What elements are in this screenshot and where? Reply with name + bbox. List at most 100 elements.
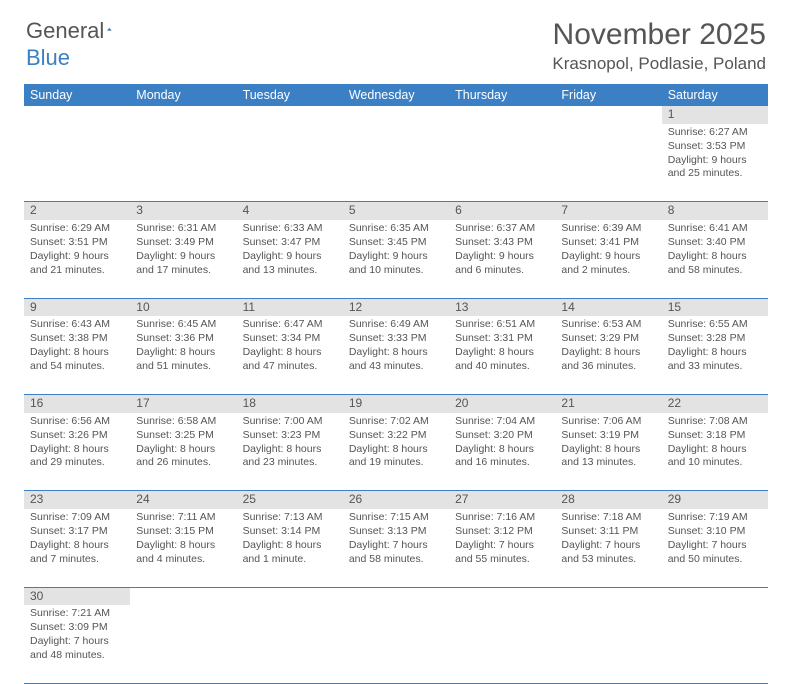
- day-content-cell: [449, 124, 555, 202]
- day-number-cell: [449, 106, 555, 124]
- day-content-cell: Sunrise: 6:33 AMSunset: 3:47 PMDaylight:…: [237, 220, 343, 298]
- month-title: November 2025: [552, 18, 766, 52]
- sunrise-text: Sunrise: 6:27 AM: [668, 126, 762, 140]
- day-content-cell: Sunrise: 6:27 AMSunset: 3:53 PMDaylight:…: [662, 124, 768, 202]
- day-header: Sunday: [24, 84, 130, 106]
- day-number-cell: [662, 587, 768, 605]
- day-content-cell: Sunrise: 6:43 AMSunset: 3:38 PMDaylight:…: [24, 316, 130, 394]
- sunrise-text: Sunrise: 6:31 AM: [136, 222, 230, 236]
- daynum-row: 9101112131415: [24, 298, 768, 316]
- day-content-cell: [343, 124, 449, 202]
- day-number-cell: [130, 587, 236, 605]
- day-content-cell: Sunrise: 6:53 AMSunset: 3:29 PMDaylight:…: [555, 316, 661, 394]
- sunset-text: Sunset: 3:47 PM: [243, 236, 337, 250]
- day-content-cell: [237, 124, 343, 202]
- day-content-cell: [24, 124, 130, 202]
- daylight-text: Daylight: 7 hours and 55 minutes.: [455, 539, 549, 567]
- sunrise-text: Sunrise: 6:58 AM: [136, 415, 230, 429]
- sunrise-text: Sunrise: 6:56 AM: [30, 415, 124, 429]
- day-content-cell: Sunrise: 6:41 AMSunset: 3:40 PMDaylight:…: [662, 220, 768, 298]
- sunset-text: Sunset: 3:25 PM: [136, 429, 230, 443]
- sunrise-text: Sunrise: 7:21 AM: [30, 607, 124, 621]
- daylight-text: Daylight: 7 hours and 58 minutes.: [349, 539, 443, 567]
- day-number-cell: [24, 106, 130, 124]
- day-number-cell: [555, 587, 661, 605]
- day-number-cell: 29: [662, 491, 768, 509]
- sunrise-text: Sunrise: 6:39 AM: [561, 222, 655, 236]
- day-content-cell: [555, 124, 661, 202]
- sunrise-text: Sunrise: 7:18 AM: [561, 511, 655, 525]
- logo: General: [26, 18, 133, 44]
- sunrise-text: Sunrise: 7:00 AM: [243, 415, 337, 429]
- day-number-cell: 7: [555, 202, 661, 220]
- day-number-cell: 24: [130, 491, 236, 509]
- sunset-text: Sunset: 3:53 PM: [668, 140, 762, 154]
- daylight-text: Daylight: 8 hours and 4 minutes.: [136, 539, 230, 567]
- day-number-cell: 10: [130, 298, 236, 316]
- daylight-text: Daylight: 8 hours and 47 minutes.: [243, 346, 337, 374]
- day-content-cell: Sunrise: 7:00 AMSunset: 3:23 PMDaylight:…: [237, 413, 343, 491]
- day-header-row: SundayMondayTuesdayWednesdayThursdayFrid…: [24, 84, 768, 106]
- day-content-cell: Sunrise: 7:04 AMSunset: 3:20 PMDaylight:…: [449, 413, 555, 491]
- day-number-cell: 5: [343, 202, 449, 220]
- sunset-text: Sunset: 3:51 PM: [30, 236, 124, 250]
- day-content-cell: Sunrise: 6:51 AMSunset: 3:31 PMDaylight:…: [449, 316, 555, 394]
- daylight-text: Daylight: 8 hours and 7 minutes.: [30, 539, 124, 567]
- day-header: Thursday: [449, 84, 555, 106]
- day-number-cell: 23: [24, 491, 130, 509]
- day-number-cell: 6: [449, 202, 555, 220]
- sunrise-text: Sunrise: 7:11 AM: [136, 511, 230, 525]
- daylight-text: Daylight: 9 hours and 13 minutes.: [243, 250, 337, 278]
- day-content-cell: Sunrise: 7:15 AMSunset: 3:13 PMDaylight:…: [343, 509, 449, 587]
- sunset-text: Sunset: 3:49 PM: [136, 236, 230, 250]
- week-row: Sunrise: 6:56 AMSunset: 3:26 PMDaylight:…: [24, 413, 768, 491]
- daylight-text: Daylight: 8 hours and 13 minutes.: [561, 443, 655, 471]
- day-content-cell: Sunrise: 7:02 AMSunset: 3:22 PMDaylight:…: [343, 413, 449, 491]
- day-content-cell: Sunrise: 6:49 AMSunset: 3:33 PMDaylight:…: [343, 316, 449, 394]
- day-number-cell: 28: [555, 491, 661, 509]
- daynum-row: 16171819202122: [24, 394, 768, 412]
- day-content-cell: Sunrise: 6:35 AMSunset: 3:45 PMDaylight:…: [343, 220, 449, 298]
- day-content-cell: Sunrise: 6:37 AMSunset: 3:43 PMDaylight:…: [449, 220, 555, 298]
- sunset-text: Sunset: 3:15 PM: [136, 525, 230, 539]
- day-number-cell: [130, 106, 236, 124]
- day-content-cell: Sunrise: 6:47 AMSunset: 3:34 PMDaylight:…: [237, 316, 343, 394]
- day-content-cell: Sunrise: 6:29 AMSunset: 3:51 PMDaylight:…: [24, 220, 130, 298]
- day-header: Friday: [555, 84, 661, 106]
- day-content-cell: Sunrise: 7:19 AMSunset: 3:10 PMDaylight:…: [662, 509, 768, 587]
- day-content-cell: Sunrise: 7:11 AMSunset: 3:15 PMDaylight:…: [130, 509, 236, 587]
- sunset-text: Sunset: 3:10 PM: [668, 525, 762, 539]
- sunrise-text: Sunrise: 7:09 AM: [30, 511, 124, 525]
- daynum-row: 1: [24, 106, 768, 124]
- sunset-text: Sunset: 3:45 PM: [349, 236, 443, 250]
- daylight-text: Daylight: 8 hours and 33 minutes.: [668, 346, 762, 374]
- sunset-text: Sunset: 3:18 PM: [668, 429, 762, 443]
- daylight-text: Daylight: 8 hours and 54 minutes.: [30, 346, 124, 374]
- sunset-text: Sunset: 3:12 PM: [455, 525, 549, 539]
- daylight-text: Daylight: 8 hours and 36 minutes.: [561, 346, 655, 374]
- day-number-cell: 13: [449, 298, 555, 316]
- sunset-text: Sunset: 3:20 PM: [455, 429, 549, 443]
- daylight-text: Daylight: 9 hours and 21 minutes.: [30, 250, 124, 278]
- day-number-cell: [343, 106, 449, 124]
- day-number-cell: 17: [130, 394, 236, 412]
- daylight-text: Daylight: 7 hours and 53 minutes.: [561, 539, 655, 567]
- day-number-cell: 8: [662, 202, 768, 220]
- sunset-text: Sunset: 3:19 PM: [561, 429, 655, 443]
- day-header: Tuesday: [237, 84, 343, 106]
- sunset-text: Sunset: 3:29 PM: [561, 332, 655, 346]
- day-number-cell: [237, 587, 343, 605]
- day-number-cell: 4: [237, 202, 343, 220]
- page-header: General November 2025 Krasnopol, Podlasi…: [0, 0, 792, 82]
- day-content-cell: Sunrise: 7:13 AMSunset: 3:14 PMDaylight:…: [237, 509, 343, 587]
- week-row: Sunrise: 6:29 AMSunset: 3:51 PMDaylight:…: [24, 220, 768, 298]
- day-content-cell: Sunrise: 6:45 AMSunset: 3:36 PMDaylight:…: [130, 316, 236, 394]
- sunrise-text: Sunrise: 6:43 AM: [30, 318, 124, 332]
- sunrise-text: Sunrise: 6:45 AM: [136, 318, 230, 332]
- week-row: Sunrise: 6:43 AMSunset: 3:38 PMDaylight:…: [24, 316, 768, 394]
- sunset-text: Sunset: 3:34 PM: [243, 332, 337, 346]
- day-number-cell: 18: [237, 394, 343, 412]
- daylight-text: Daylight: 8 hours and 23 minutes.: [243, 443, 337, 471]
- day-content-cell: Sunrise: 7:08 AMSunset: 3:18 PMDaylight:…: [662, 413, 768, 491]
- day-content-cell: Sunrise: 7:21 AMSunset: 3:09 PMDaylight:…: [24, 605, 130, 683]
